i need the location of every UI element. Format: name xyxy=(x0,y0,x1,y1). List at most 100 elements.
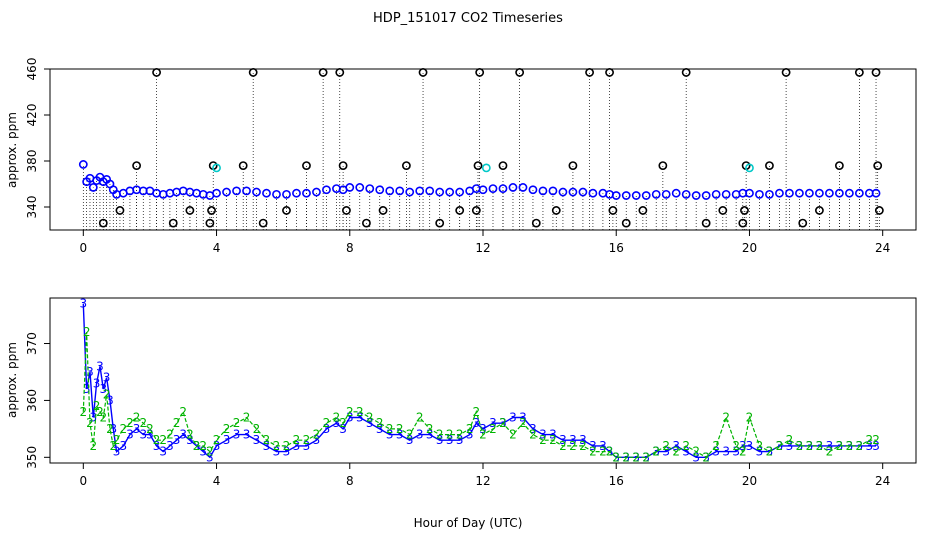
marker-s0-61: 3 xyxy=(559,433,567,447)
marker-s0-4: 3 xyxy=(93,376,101,390)
marker-s0-94: 3 xyxy=(872,439,880,453)
marker-s1-21: 2 xyxy=(186,428,194,442)
marker-s1-85: 2 xyxy=(786,433,794,447)
marker-s1-13: 2 xyxy=(133,410,141,424)
marker-s1-72: 2 xyxy=(662,439,670,453)
point-s1-25 xyxy=(473,161,483,170)
marker-s0-3: 3 xyxy=(89,410,97,424)
y-tick-label-bottom-1: 360 xyxy=(25,389,39,412)
x-tick-label-top-3: 12 xyxy=(475,241,490,255)
point-s1-51 xyxy=(873,161,883,170)
point-s0-50 xyxy=(455,187,465,197)
marker-s1-39: 2 xyxy=(346,405,354,419)
marker-s1-29: 2 xyxy=(253,422,261,436)
marker-s0-19: 3 xyxy=(173,433,181,447)
marker-s1-90: 2 xyxy=(836,439,844,453)
marker-s1-78: 2 xyxy=(722,410,730,424)
point-s0-53 xyxy=(478,185,488,195)
point-s1-9 xyxy=(238,161,248,170)
point-s1-48 xyxy=(834,161,844,170)
marker-s0-38: 3 xyxy=(339,422,347,436)
point-s1-27 xyxy=(498,161,508,170)
point-s1-7 xyxy=(207,206,216,215)
point-s1-38 xyxy=(681,68,691,77)
point-s0-0 xyxy=(78,160,88,169)
marker-s1-28: 2 xyxy=(243,410,251,424)
point-s1-36 xyxy=(638,206,648,215)
marker-s1-12: 2 xyxy=(126,416,134,430)
marker-s1-89: 2 xyxy=(826,445,834,459)
point-s1-40 xyxy=(718,206,728,215)
point-s0-33 xyxy=(292,188,301,198)
y-tick-label-bottom-0: 350 xyxy=(25,446,39,469)
point-s1-28 xyxy=(515,68,525,77)
marker-s0-77: 3 xyxy=(712,445,720,459)
marker-s1-37: 2 xyxy=(333,410,341,424)
marker-s1-19: 2 xyxy=(173,416,181,430)
point-s0-88 xyxy=(815,188,824,198)
marker-s0-78: 3 xyxy=(722,445,730,459)
marker-s0-32: 3 xyxy=(283,445,291,459)
marker-s0-45: 3 xyxy=(406,433,414,447)
marker-s0-8: 3 xyxy=(106,393,114,407)
point-s0-92 xyxy=(854,188,864,198)
marker-s0-62: 3 xyxy=(569,433,577,447)
marker-s0-52: 3 xyxy=(473,416,481,430)
marker-s0-27: 3 xyxy=(233,428,241,442)
point-s1-0 xyxy=(98,218,108,228)
marker-s1-91: 2 xyxy=(846,439,854,453)
point-s0-46 xyxy=(415,186,425,196)
point-s0-90 xyxy=(834,188,844,198)
marker-s0-47: 3 xyxy=(426,428,434,442)
marker-s0-41: 3 xyxy=(366,416,374,430)
point-s0-28 xyxy=(242,186,251,196)
marker-s1-14: 2 xyxy=(139,416,147,430)
point-s0-49 xyxy=(445,187,455,197)
marker-s0-35: 3 xyxy=(313,433,321,447)
point-s0-25 xyxy=(212,188,221,198)
marker-s1-5: 2 xyxy=(96,405,104,419)
point-s1-52 xyxy=(874,206,884,215)
marker-s0-2: 3 xyxy=(86,365,94,379)
point-s0-45 xyxy=(405,187,415,197)
marker-s0-67: 3 xyxy=(612,450,620,464)
point-s0-27 xyxy=(232,186,241,196)
marker-s1-64: 2 xyxy=(589,445,597,459)
point-s0-41 xyxy=(365,184,375,193)
point-s1-13 xyxy=(302,161,311,170)
marker-s1-68: 2 xyxy=(622,450,630,464)
marker-s1-18: 2 xyxy=(166,428,174,442)
marker-s0-90: 3 xyxy=(836,439,844,453)
marker-s0-80: 3 xyxy=(739,439,747,453)
point-s0-29 xyxy=(252,187,261,197)
point-s0-58 xyxy=(528,185,538,195)
series-line-0 xyxy=(82,303,876,459)
marker-s1-42: 2 xyxy=(376,416,384,430)
x-tick-label-top-6: 24 xyxy=(875,241,890,255)
marker-s1-41: 2 xyxy=(366,410,374,424)
marker-s0-51: 3 xyxy=(466,428,474,442)
y-tick-label-top-1: 380 xyxy=(25,150,39,173)
point-s1-22 xyxy=(435,218,445,228)
marker-s0-15: 3 xyxy=(146,428,154,442)
y-tick-label-top-0: 340 xyxy=(25,196,39,219)
point-s0-47 xyxy=(425,186,435,196)
point-s0-30 xyxy=(262,188,271,198)
marker-s0-31: 3 xyxy=(273,445,281,459)
marker-s1-56: 2 xyxy=(509,428,517,442)
point-s1-3 xyxy=(152,68,161,77)
point-s0-62 xyxy=(568,187,578,197)
marker-s1-3: 2 xyxy=(89,439,97,453)
x-tick-label-bottom-4: 16 xyxy=(609,474,624,488)
point-s0-67 xyxy=(611,191,621,200)
marker-s1-26: 2 xyxy=(223,422,231,436)
point-s0-91 xyxy=(844,188,854,198)
point-s0-89 xyxy=(825,188,834,198)
point-s1-6 xyxy=(205,218,215,228)
marker-s1-71: 2 xyxy=(652,445,660,459)
marker-s0-14: 3 xyxy=(139,428,147,442)
marker-s0-46: 3 xyxy=(416,428,424,442)
marker-s0-10: 3 xyxy=(113,445,121,459)
